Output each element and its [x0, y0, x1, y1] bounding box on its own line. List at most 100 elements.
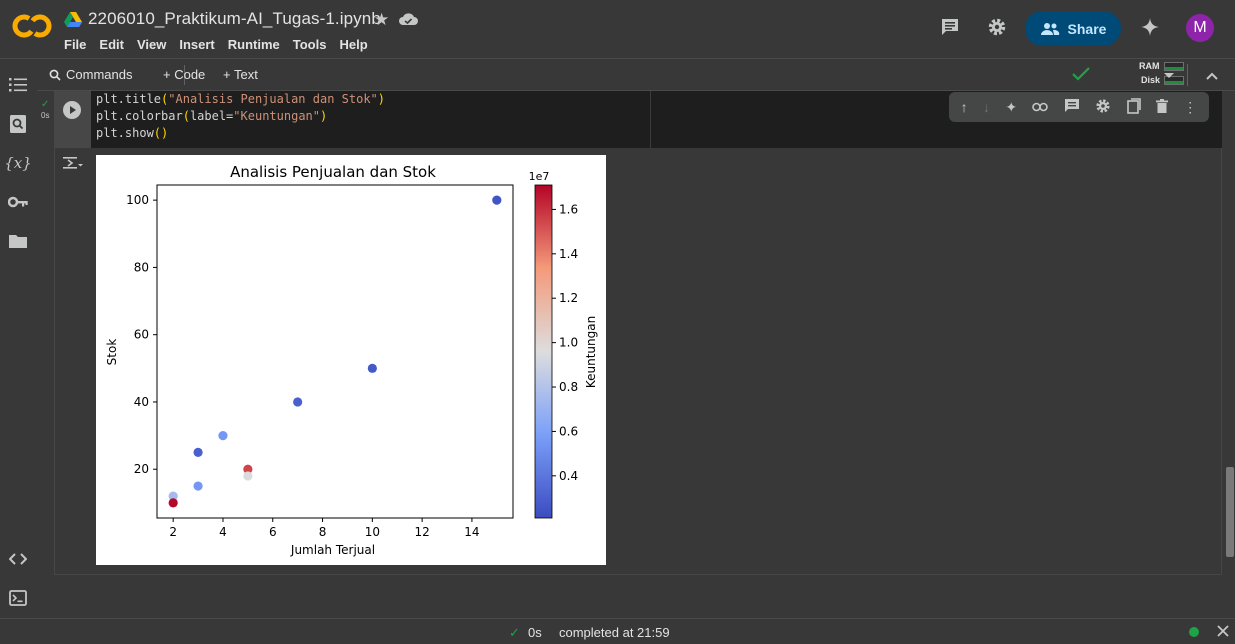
x-axis-label: Jumlah Terjual	[290, 543, 375, 557]
colorbar-label: Keuntungan	[584, 316, 598, 388]
app-header: 2206010_Praktikum-AI_Tugas-1.ipynb ★ Fil…	[0, 0, 1235, 58]
data-points	[168, 195, 502, 508]
scatter-point	[243, 464, 253, 474]
variables-icon[interactable]: {x}	[4, 154, 32, 172]
commands-button[interactable]: Commands	[49, 67, 132, 82]
toolbar-divider-right	[1187, 64, 1188, 86]
scrollbar-thumb[interactable]	[1226, 467, 1234, 557]
x-tick-label: 14	[464, 525, 479, 539]
x-axis-ticks: 2 4 6 8 10 12 14	[169, 518, 480, 539]
menu-file[interactable]: File	[64, 37, 87, 52]
code-line[interactable]: plt.title("Analisis Penjualan dan Stok")	[96, 92, 386, 106]
disk-meter[interactable]	[1164, 76, 1184, 85]
toolbar-divider	[184, 65, 185, 85]
runtime-status-dot	[1189, 627, 1199, 637]
code-divider	[650, 91, 651, 148]
cell-settings-gear-icon[interactable]	[1095, 98, 1111, 117]
y-axis-label: Stok	[105, 339, 119, 366]
add-code-button[interactable]: + Code	[163, 67, 206, 82]
google-drive-icon	[64, 12, 82, 27]
exec-time: 0s	[41, 111, 50, 120]
gemini-sparkle-icon[interactable]: ✦	[1005, 98, 1018, 115]
delete-trash-icon[interactable]	[1155, 98, 1168, 116]
x-tick-label: 8	[319, 525, 327, 539]
star-icon[interactable]: ★	[374, 10, 390, 29]
y-tick-label: 20	[134, 462, 149, 476]
move-down-arrow-icon[interactable]: ↓	[983, 99, 991, 115]
code-line[interactable]: plt.show()	[96, 126, 169, 140]
user-avatar[interactable]: M	[1186, 14, 1214, 42]
code-snippets-icon[interactable]	[8, 549, 28, 569]
search-icon	[49, 69, 61, 81]
colorbar	[534, 184, 553, 519]
notebook-scrollbar[interactable]	[1225, 91, 1235, 618]
terminal-icon[interactable]	[8, 588, 28, 608]
code-cell	[54, 91, 1222, 575]
runtime-dropdown-icon[interactable]	[1163, 68, 1175, 80]
table-of-contents-icon[interactable]	[8, 75, 28, 95]
files-folder-icon[interactable]	[8, 231, 28, 251]
menu-tools[interactable]: Tools	[292, 37, 327, 52]
colorbar-ticks: 0.4 0.6 0.8 1.0 1.2 1.4 1.6	[552, 202, 578, 483]
scatter-point	[193, 447, 203, 458]
secrets-key-icon[interactable]	[8, 192, 28, 212]
notebook-title[interactable]: 2206010_Praktikum-AI_Tugas-1.ipynb	[88, 9, 381, 28]
scatter-point	[193, 481, 203, 491]
scatter-point	[168, 491, 178, 501]
colorbar-tick-label: 0.4	[559, 469, 578, 483]
colorbar-tick-label: 1.6	[559, 202, 578, 216]
ram-label: RAM	[1139, 61, 1160, 71]
plot-axes-frame	[156, 184, 514, 519]
share-button[interactable]: Share	[1025, 11, 1121, 46]
y-tick-label: 80	[134, 260, 149, 274]
connected-check-icon	[1072, 67, 1090, 81]
scatter-point	[168, 498, 178, 508]
menu-bar: File Edit View Insert Runtime Tools Help	[64, 37, 381, 52]
settings-gear-icon[interactable]	[986, 16, 1008, 38]
run-cell-button[interactable]	[63, 101, 81, 119]
plot-output: Analisis Penjualan dan Stok 2 4 6 8 10 12 14 2…	[96, 155, 606, 565]
ram-meter[interactable]	[1164, 62, 1184, 71]
collapse-chevron-up-icon[interactable]	[1205, 68, 1219, 80]
notebook-toolbar: Commands + Code + Text RAM Disk	[37, 58, 1235, 91]
cloud-saved-icon[interactable]	[398, 12, 418, 26]
colorbar-tick-label: 1.4	[559, 247, 578, 261]
menu-edit[interactable]: Edit	[99, 37, 124, 52]
x-tick-label: 10	[365, 525, 380, 539]
mirror-cell-tab-icon[interactable]	[1126, 97, 1141, 117]
scatter-point	[293, 397, 303, 407]
gemini-sparkle-icon[interactable]	[1139, 16, 1161, 38]
x-tick-label: 6	[269, 525, 277, 539]
menu-runtime[interactable]: Runtime	[227, 37, 280, 52]
left-rail: {x}	[0, 58, 37, 618]
comment-icon[interactable]	[1064, 98, 1080, 116]
notebook-area: ✓ 0s plt.title("Analisis Penjualan dan S…	[37, 91, 1225, 618]
chart-title: Analisis Penjualan dan Stok	[230, 163, 436, 181]
add-text-button[interactable]: + Text	[223, 67, 258, 82]
code-line[interactable]: plt.colorbar(label="Keuntungan")	[96, 109, 328, 123]
status-completed-text: completed at 21:59	[559, 625, 670, 640]
share-label: Share	[1067, 20, 1107, 37]
status-check-icon: ✓	[509, 625, 520, 640]
y-tick-label: 40	[134, 395, 149, 409]
colorbar-tick-label: 1.2	[559, 291, 578, 305]
find-replace-icon[interactable]	[8, 114, 28, 134]
move-up-arrow-icon[interactable]: ↑	[960, 99, 968, 115]
link-icon[interactable]	[1032, 99, 1049, 115]
more-options-icon[interactable]: ⋮	[1183, 98, 1198, 115]
close-status-icon[interactable]	[1216, 624, 1230, 638]
disk-label: Disk	[1141, 75, 1161, 85]
cell-toolbar: ↑ ↓ ✦ ⋮	[949, 92, 1209, 122]
colorbar-tick-label: 1.0	[559, 336, 578, 350]
scatter-point	[492, 195, 502, 205]
colab-logo-icon[interactable]	[12, 12, 52, 40]
scatter-point	[218, 430, 228, 441]
menu-view[interactable]: View	[136, 37, 167, 52]
output-actions-icon[interactable]	[63, 155, 83, 174]
status-bar: ✓ 0s completed at 21:59	[0, 618, 1235, 644]
scatter-point	[367, 363, 377, 373]
comments-icon[interactable]	[939, 16, 961, 38]
menu-help[interactable]: Help	[339, 37, 368, 52]
status-exec-time: 0s	[528, 625, 542, 640]
menu-insert[interactable]: Insert	[179, 37, 215, 52]
